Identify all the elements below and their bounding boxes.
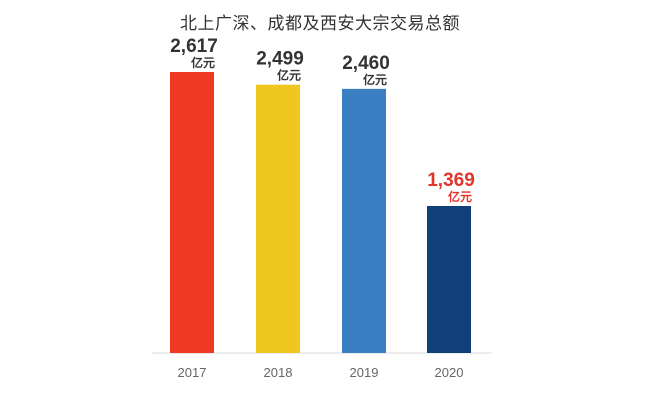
unit-label-2020: 亿元 <box>448 189 472 204</box>
unit-label-2017: 亿元 <box>191 55 215 70</box>
unit-label-2018: 亿元 <box>277 68 301 83</box>
value-label-2020: 1,369 <box>427 170 475 191</box>
value-label-2017: 2,617 <box>170 36 218 57</box>
x-tick-label-2018: 2018 <box>264 365 293 380</box>
bar-2019 <box>342 88 386 353</box>
bars-group <box>170 72 471 354</box>
unit-label-2019: 亿元 <box>363 72 387 87</box>
bar-2020 <box>427 206 471 353</box>
chart-title: 北上广深、成都及西安大宗交易总额 <box>180 14 460 34</box>
value-label-2018: 2,499 <box>256 49 304 70</box>
x-tick-label-2020: 2020 <box>435 365 464 380</box>
bar-2017 <box>170 72 214 353</box>
value-label-2019: 2,460 <box>342 53 390 74</box>
bar-2018 <box>256 84 300 354</box>
x-tick-label-2017: 2017 <box>178 365 207 380</box>
x-tick-label-2019: 2019 <box>350 365 379 380</box>
x-tick-labels-group: 2017 2018 2019 2020 <box>178 365 464 380</box>
